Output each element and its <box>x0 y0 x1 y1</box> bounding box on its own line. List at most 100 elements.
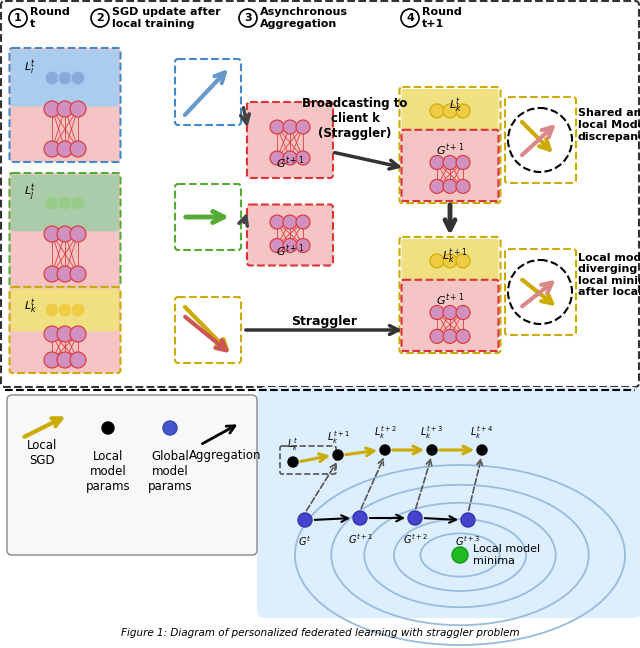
Circle shape <box>283 238 297 253</box>
Circle shape <box>57 326 73 342</box>
Circle shape <box>91 9 109 27</box>
Circle shape <box>70 101 86 117</box>
Text: Asynchronous
Aggregation: Asynchronous Aggregation <box>260 7 348 29</box>
Circle shape <box>57 266 73 282</box>
Circle shape <box>456 305 470 319</box>
Text: $L^{t+2}_k$: $L^{t+2}_k$ <box>374 424 396 441</box>
FancyBboxPatch shape <box>12 50 118 106</box>
Circle shape <box>296 215 310 229</box>
Circle shape <box>477 445 487 455</box>
Circle shape <box>443 156 457 170</box>
FancyBboxPatch shape <box>247 102 333 178</box>
Circle shape <box>456 104 470 118</box>
Circle shape <box>44 141 60 157</box>
Circle shape <box>288 457 298 467</box>
Text: $L^t_i$: $L^t_i$ <box>24 58 36 76</box>
FancyBboxPatch shape <box>12 175 118 231</box>
FancyBboxPatch shape <box>10 173 120 287</box>
FancyBboxPatch shape <box>401 130 499 201</box>
FancyBboxPatch shape <box>175 59 241 125</box>
Text: 2: 2 <box>96 13 104 23</box>
Circle shape <box>283 151 297 165</box>
Text: Broadcasting to
client k
(Straggler): Broadcasting to client k (Straggler) <box>302 97 408 139</box>
FancyBboxPatch shape <box>505 249 576 335</box>
Circle shape <box>239 9 257 27</box>
Circle shape <box>70 326 86 342</box>
Text: Local model
minima: Local model minima <box>473 544 540 566</box>
Circle shape <box>430 104 444 118</box>
Text: SGD update after
local training: SGD update after local training <box>112 7 221 29</box>
Circle shape <box>452 547 468 563</box>
Circle shape <box>443 179 457 193</box>
Circle shape <box>508 108 572 172</box>
Text: $G^{t+2}$: $G^{t+2}$ <box>403 532 428 546</box>
Circle shape <box>443 305 457 319</box>
FancyBboxPatch shape <box>401 89 499 133</box>
Text: $G^{t+1}$: $G^{t+1}$ <box>348 532 372 546</box>
Circle shape <box>333 450 343 460</box>
Circle shape <box>57 141 73 157</box>
Text: $G^{t+1}$: $G^{t+1}$ <box>436 142 464 158</box>
Text: 3: 3 <box>244 13 252 23</box>
Circle shape <box>380 445 390 455</box>
Circle shape <box>461 513 475 527</box>
Text: Round
t: Round t <box>30 7 70 29</box>
Circle shape <box>456 329 470 343</box>
FancyBboxPatch shape <box>247 205 333 266</box>
FancyBboxPatch shape <box>12 289 118 331</box>
FancyBboxPatch shape <box>1 1 639 387</box>
Circle shape <box>401 9 419 27</box>
Circle shape <box>443 254 457 268</box>
Text: $G^{t+3}$: $G^{t+3}$ <box>456 534 481 548</box>
Circle shape <box>44 226 60 242</box>
Circle shape <box>70 141 86 157</box>
Circle shape <box>430 254 444 268</box>
Circle shape <box>283 215 297 229</box>
Circle shape <box>430 156 444 170</box>
Text: $G^t$: $G^t$ <box>298 534 312 548</box>
FancyBboxPatch shape <box>10 48 120 162</box>
Text: $L^t_k$: $L^t_k$ <box>449 96 461 115</box>
Text: Local
model
params: Local model params <box>86 450 131 493</box>
Circle shape <box>58 196 72 210</box>
Text: $L^t_k$: $L^t_k$ <box>287 436 299 453</box>
Text: $L^t_k$: $L^t_k$ <box>24 297 38 316</box>
Text: $G^{t+1}$: $G^{t+1}$ <box>436 292 464 308</box>
FancyBboxPatch shape <box>10 287 120 373</box>
FancyBboxPatch shape <box>7 395 257 555</box>
Circle shape <box>70 352 86 368</box>
Circle shape <box>58 71 72 85</box>
Circle shape <box>296 120 310 134</box>
Circle shape <box>9 9 27 27</box>
Circle shape <box>430 179 444 193</box>
Circle shape <box>456 179 470 193</box>
Text: Round
t+1: Round t+1 <box>422 7 461 29</box>
Text: $L^{t+3}_k$: $L^{t+3}_k$ <box>420 424 444 441</box>
Circle shape <box>270 238 284 253</box>
Circle shape <box>70 266 86 282</box>
Circle shape <box>283 120 297 134</box>
Circle shape <box>270 120 284 134</box>
Circle shape <box>443 329 457 343</box>
Text: Straggler: Straggler <box>291 316 357 329</box>
Circle shape <box>296 151 310 165</box>
Circle shape <box>443 104 457 118</box>
Circle shape <box>353 511 367 525</box>
Circle shape <box>270 215 284 229</box>
Circle shape <box>45 196 59 210</box>
Circle shape <box>44 266 60 282</box>
Circle shape <box>508 260 572 324</box>
FancyBboxPatch shape <box>505 97 576 183</box>
Text: $L^{t+1}_k$: $L^{t+1}_k$ <box>442 246 468 266</box>
Circle shape <box>71 303 85 317</box>
Circle shape <box>45 303 59 317</box>
Circle shape <box>44 101 60 117</box>
Circle shape <box>45 71 59 85</box>
Circle shape <box>57 352 73 368</box>
Circle shape <box>57 101 73 117</box>
Circle shape <box>298 513 312 527</box>
Circle shape <box>408 511 422 525</box>
Circle shape <box>456 156 470 170</box>
Text: 1: 1 <box>14 13 22 23</box>
Text: $G^{t+1}$: $G^{t+1}$ <box>276 155 304 171</box>
